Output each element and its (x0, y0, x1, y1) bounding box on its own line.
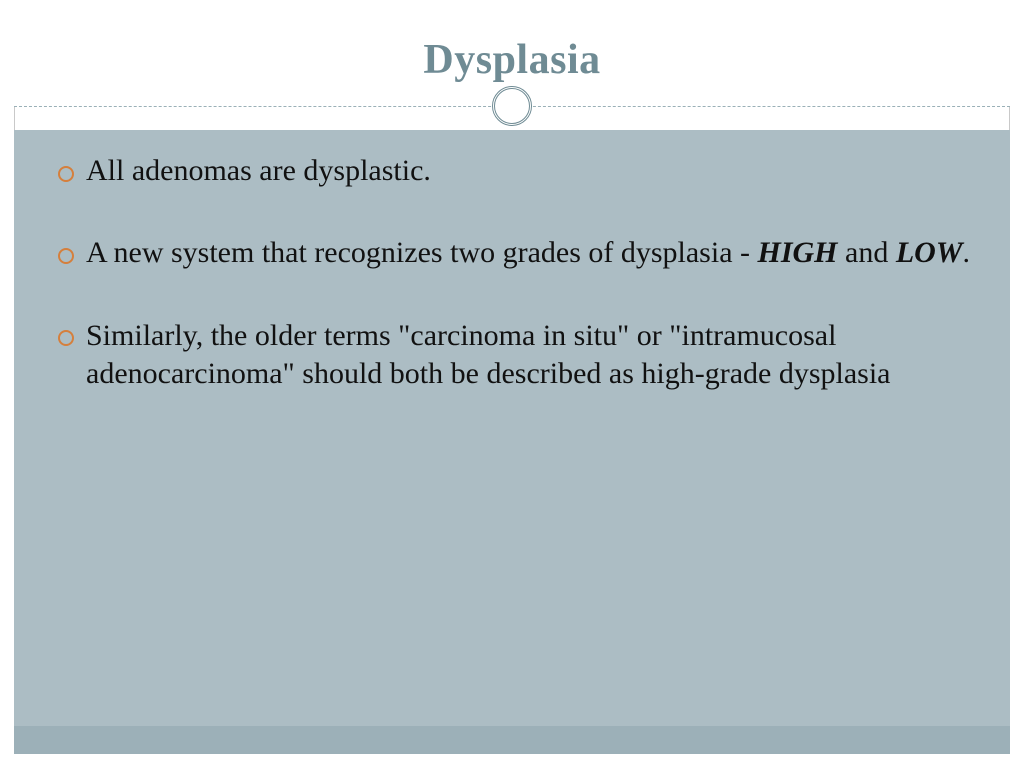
slide-title: Dysplasia (423, 36, 600, 84)
footer-strip (14, 726, 1010, 754)
bullet-em: LOW (896, 236, 963, 269)
body-area: All adenomas are dysplastic. A new syste… (14, 130, 1010, 726)
bullet-text: Similarly, the older terms "carcinoma in… (86, 319, 891, 390)
bullet-item: Similarly, the older terms "carcinoma in… (58, 317, 976, 394)
bullet-text: . (963, 236, 971, 269)
circle-ornament-icon (492, 86, 532, 126)
bullet-item: All adenomas are dysplastic. (58, 152, 976, 190)
bullet-text: A new system that recognizes two grades … (86, 236, 758, 269)
bullet-item: A new system that recognizes two grades … (58, 234, 976, 272)
bullet-em: HIGH (758, 236, 838, 269)
slide: Dysplasia All adenomas are dysplastic. A… (0, 0, 1024, 768)
bullet-text: and (838, 236, 896, 269)
bullet-list: All adenomas are dysplastic. A new syste… (58, 152, 976, 394)
bullet-text: All adenomas are dysplastic. (86, 154, 431, 187)
